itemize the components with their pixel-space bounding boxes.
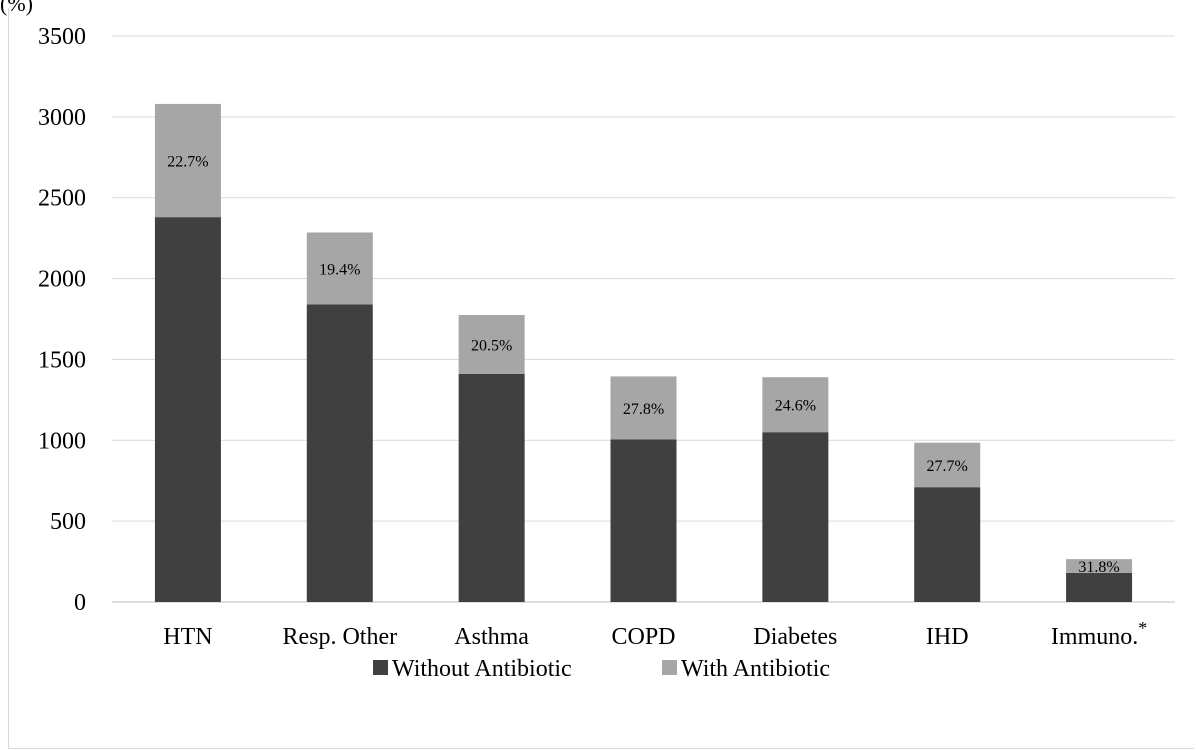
bar-without-antibiotic [1066, 572, 1133, 602]
y-tick-label: 500 [50, 509, 86, 535]
y-tick-label: 3000 [38, 105, 86, 131]
y-tick-label: 0 [74, 590, 86, 616]
data-label: 27.7% [927, 458, 968, 475]
data-label: 27.8% [623, 401, 664, 418]
x-axis-categories: HTN Resp. Other Asthma COPD Diabetes IHD Immun… [163, 618, 1147, 650]
data-label: 24.6% [775, 398, 816, 415]
data-label: 19.4% [319, 261, 360, 278]
category-label: IHD [926, 624, 969, 650]
bar-without-antibiotic [154, 217, 221, 602]
top-unit-label: (%) [0, 0, 33, 16]
legend: Without Antibiotic With Antibiotic [373, 656, 830, 682]
category-label: Resp. Other [282, 624, 397, 650]
chart-frame [8, 8, 1194, 749]
category-label: HTN [163, 624, 212, 650]
category-label: COPD [611, 624, 675, 650]
bar-with-antibiotic [306, 232, 373, 305]
y-tick-label: 1000 [38, 428, 86, 454]
data-label: 20.5% [471, 337, 512, 354]
bar-with-antibiotic [610, 376, 677, 440]
category-superscript: * [1138, 618, 1147, 638]
category-label: Asthma [454, 624, 529, 650]
category-label: Immuno.* [1051, 618, 1147, 650]
legend-swatch-without-antibiotic [373, 660, 388, 675]
y-tick-label: 2000 [38, 267, 86, 293]
bar-without-antibiotic [306, 304, 373, 602]
bars [154, 103, 1133, 602]
bar-without-antibiotic [914, 487, 981, 602]
bar-with-antibiotic [914, 442, 981, 488]
gridlines [112, 35, 1175, 603]
bar-with-antibiotic [762, 377, 829, 433]
bar-without-antibiotic [762, 432, 829, 602]
data-label: 31.8% [1078, 559, 1119, 576]
category-label: Diabetes [753, 624, 837, 650]
bar-with-antibiotic [458, 314, 525, 374]
bar-without-antibiotic [458, 373, 525, 602]
y-tick-label: 1500 [38, 347, 86, 373]
data-labels: 22.7% 19.4% 20.5% 27.8% 24.6% 27.7% 31.8% [167, 154, 1119, 576]
legend-label: Without Antibiotic [392, 656, 572, 682]
bar-with-antibiotic [154, 103, 221, 218]
y-axis-ticks: 0 500 1000 1500 2000 2500 3000 3500 [38, 24, 86, 616]
y-tick-label: 3500 [38, 24, 86, 50]
bar-with-antibiotic [1066, 559, 1133, 573]
legend-label: With Antibiotic [681, 656, 830, 682]
legend-swatch-with-antibiotic [662, 660, 677, 675]
bar-without-antibiotic [610, 439, 677, 602]
y-tick-label: 2500 [38, 186, 86, 212]
data-label: 22.7% [167, 154, 208, 171]
